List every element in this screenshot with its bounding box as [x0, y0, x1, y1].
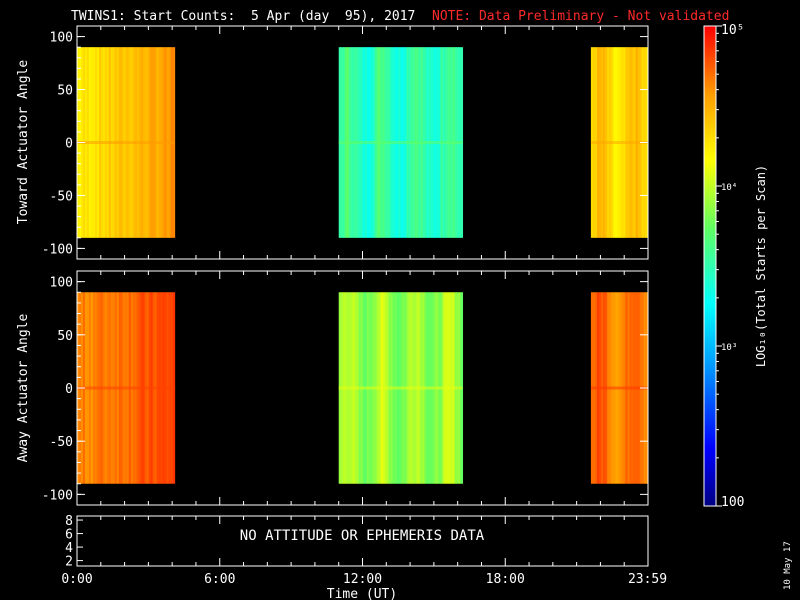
bottom-y-tick-label: 6 — [65, 528, 73, 543]
y-tick-label: 100 — [50, 31, 73, 46]
date-stamp: 10 May 17 — [783, 541, 793, 590]
no-data-message: NO ATTITUDE OR EPHEMERIS DATA — [240, 528, 485, 544]
y-tick-label: -100 — [42, 488, 73, 503]
colorbar-tick-label: 10⁵ — [721, 23, 744, 38]
mid-zero-band — [338, 386, 463, 390]
middle-y-axis: 100 50 0 -50 -100 — [42, 270, 648, 506]
x-tick-label: 18:00 — [486, 572, 525, 587]
y-tick-label: 50 — [57, 329, 73, 344]
y-tick-label: 50 — [57, 84, 73, 99]
x-tick-label: 6:00 — [204, 572, 235, 587]
middle-heatmap — [77, 292, 649, 484]
y-tick-label: -50 — [50, 189, 73, 204]
top-zero-band — [338, 141, 463, 144]
preliminary-note: NOTE: Data Preliminary - Not validated — [432, 9, 730, 24]
mid-zero-band — [77, 386, 175, 390]
middle-x-ticks — [76, 271, 649, 505]
colorbar-tick-label: 10⁴ — [721, 183, 737, 193]
y-tick-label: -100 — [42, 242, 73, 257]
x-axis-label: Time (UT) — [327, 587, 397, 600]
top-zero-band — [77, 141, 175, 144]
colorbar-tick-label: 10³ — [721, 343, 737, 353]
bottom-x-axis: 0:00 6:00 12:00 18:00 23:59 — [61, 516, 667, 587]
top-y-axis: 100 50 0 -50 -100 — [42, 25, 648, 260]
chart-title: TWINS1: Start Counts: 5 Apr (day 95), 20… — [71, 9, 416, 24]
y-tick-label: 100 — [50, 276, 73, 291]
colorbar-label: LOG₁₀(Total Starts per Scan) — [754, 165, 768, 367]
bottom-y-tick-label: 8 — [65, 514, 73, 529]
colorbar-gradient — [703, 25, 717, 507]
x-tick-label: 12:00 — [343, 572, 382, 587]
top-zero-band — [590, 141, 648, 144]
middle-panel: 100 50 0 -50 -100 Away Actuator Angle — [16, 270, 649, 506]
bottom-y-tick-label: 2 — [65, 555, 73, 570]
x-tick-label: 23:59 — [628, 572, 667, 587]
y-tick-label: 0 — [65, 382, 73, 397]
y-tick-label: 0 — [65, 137, 73, 152]
colorbar-ticks: 10⁵ 10⁴ 10³ 100 — [716, 23, 744, 510]
y-tick-label: -50 — [50, 435, 73, 450]
x-tick-label: 0:00 — [61, 572, 92, 587]
top-heatmap — [77, 47, 649, 238]
middle-y-label: Away Actuator Angle — [16, 313, 31, 462]
colorbar: 10⁵ 10⁴ 10³ 100 LOG₁₀(Total Starts per Scan… — [703, 23, 768, 510]
colorbar-tick-label: 100 — [721, 495, 744, 510]
bottom-y-tick-label: 4 — [65, 541, 73, 556]
mid-zero-band — [590, 386, 648, 390]
top-panel: 100 50 0 -50 -100 Toward Actuator Angle — [16, 25, 649, 260]
top-y-label: Toward Actuator Angle — [16, 60, 31, 225]
top-x-ticks — [76, 26, 649, 259]
